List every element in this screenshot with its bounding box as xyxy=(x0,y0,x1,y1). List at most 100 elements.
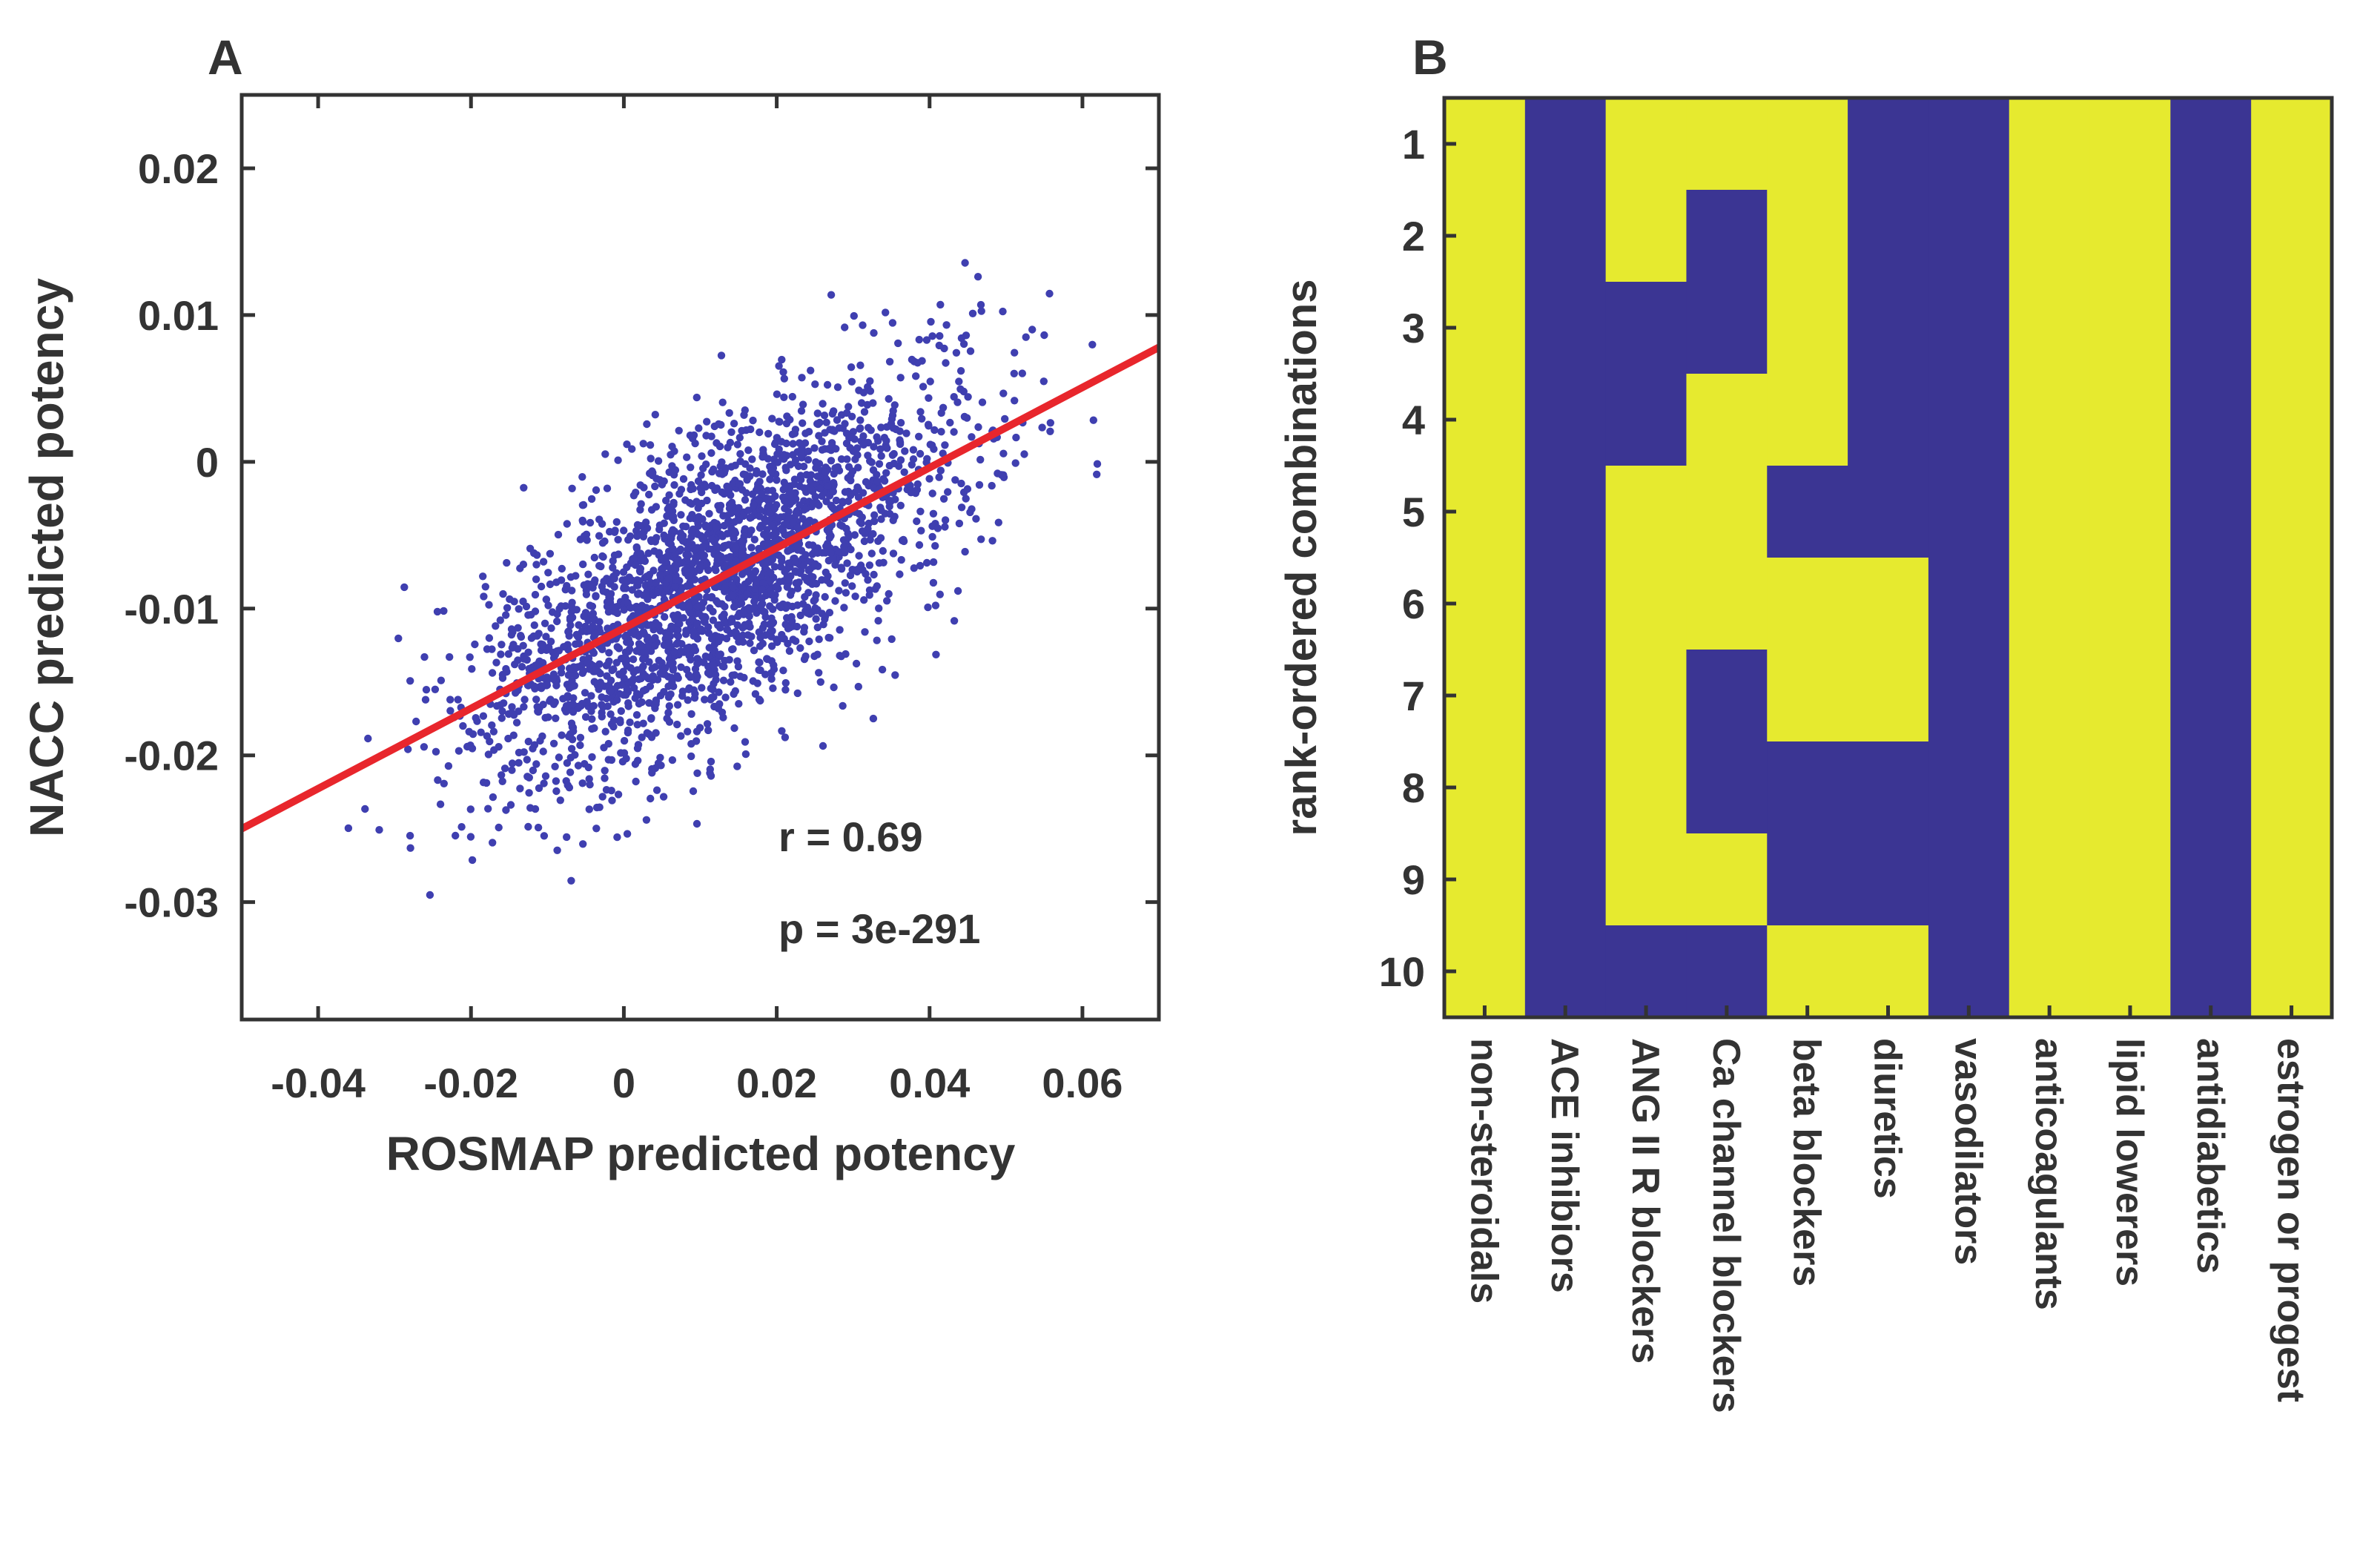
scatter-point xyxy=(586,781,594,789)
scatter-point xyxy=(797,407,806,415)
scatter-point xyxy=(766,577,775,585)
scatter-point xyxy=(955,377,963,386)
scatter-point xyxy=(715,420,723,429)
scatter-point xyxy=(539,701,547,709)
scatter-point xyxy=(922,336,931,344)
scatter-point xyxy=(555,604,563,613)
scatter-point xyxy=(626,532,635,541)
scatter-point xyxy=(715,506,724,514)
scatter-point xyxy=(750,598,758,606)
scatter-point xyxy=(619,568,628,576)
scatter-point xyxy=(572,630,581,639)
scatter-point xyxy=(696,484,704,492)
heatmap-cell xyxy=(2251,833,2333,926)
scatter-point xyxy=(682,523,690,531)
scatter-point xyxy=(520,748,528,756)
scatter-point xyxy=(899,537,908,546)
scatter-point xyxy=(601,450,609,458)
scatter-point xyxy=(665,702,673,710)
scatter-point xyxy=(686,514,694,523)
column-label: estrogen or progest xyxy=(2270,1038,2313,1402)
heatmap-cell xyxy=(2170,190,2252,283)
scatter-point xyxy=(630,684,638,692)
scatter-point xyxy=(520,483,528,492)
scatter-point xyxy=(930,426,939,435)
scatter-point xyxy=(913,480,922,489)
scatter-point xyxy=(769,684,777,693)
scatter-point xyxy=(552,578,561,587)
scatter-point xyxy=(1046,427,1054,435)
scatter-point xyxy=(592,666,601,674)
scatter-point xyxy=(831,597,839,605)
scatter-point xyxy=(524,737,532,746)
scatter-point xyxy=(612,658,621,667)
heatmap-cell xyxy=(1767,374,1848,466)
scatter-point xyxy=(941,441,949,449)
scatter-point xyxy=(885,502,893,511)
scatter-point xyxy=(725,409,733,417)
scatter-point xyxy=(534,660,542,668)
scatter-point xyxy=(498,674,507,682)
scatter-point xyxy=(875,604,883,612)
scatter-point xyxy=(772,529,780,538)
scatter-point xyxy=(490,746,498,754)
scatter-point xyxy=(974,423,982,432)
scatter-point xyxy=(961,259,969,267)
scatter-point xyxy=(710,465,718,474)
scatter-point xyxy=(841,579,850,587)
scatter-point xyxy=(671,583,680,591)
heatmap-cell xyxy=(1928,466,2010,558)
scatter-point xyxy=(913,359,922,367)
scatter-point xyxy=(847,476,855,485)
scatter-point xyxy=(837,652,845,661)
scatter-point xyxy=(841,323,849,331)
scatter-point xyxy=(784,624,793,632)
scatter-point xyxy=(848,467,857,475)
column-label: anticoagulants xyxy=(2027,1038,2070,1310)
scatter-point xyxy=(879,475,887,483)
scatter-point xyxy=(962,495,970,503)
scatter-point xyxy=(766,475,774,483)
scatter-point xyxy=(953,398,962,406)
scatter-point xyxy=(764,540,773,549)
scatter-point xyxy=(932,650,940,658)
heatmap-cell xyxy=(1767,98,1848,191)
scatter-point xyxy=(590,553,598,562)
scatter-point xyxy=(615,644,624,652)
scatter-point xyxy=(633,744,642,753)
scatter-point xyxy=(783,583,792,591)
scatter-point xyxy=(788,392,797,401)
scatter-point xyxy=(633,721,641,729)
heatmap-cell xyxy=(1686,741,1768,834)
scatter-point xyxy=(791,558,800,566)
scatter-point xyxy=(549,739,558,747)
scatter-point xyxy=(944,488,952,496)
scatter-point xyxy=(936,590,945,598)
scatter-point xyxy=(870,328,878,337)
scatter-point xyxy=(575,621,583,630)
scatter-point xyxy=(977,535,985,544)
heatmap-cell xyxy=(1848,190,1929,283)
scatter-point xyxy=(836,626,844,634)
heatmap-cell xyxy=(1686,466,1768,558)
scatter-point xyxy=(750,647,758,655)
scatter-point xyxy=(807,366,815,374)
scatter-point xyxy=(873,582,882,590)
scatter-point xyxy=(519,561,528,569)
scatter-point xyxy=(885,394,893,403)
scatter-point xyxy=(504,650,513,658)
scatter-point xyxy=(770,504,779,512)
column-label: antidiabetics xyxy=(2189,1038,2232,1274)
scatter-point xyxy=(549,675,557,683)
scatter-point xyxy=(775,362,783,370)
scatter-point xyxy=(941,523,949,531)
scatter-point xyxy=(496,616,504,624)
heatmap-cell xyxy=(2170,282,2252,374)
scatter-point xyxy=(623,662,631,670)
scatter-point xyxy=(629,492,638,500)
heatmap-cell xyxy=(1928,98,2010,191)
scatter-point xyxy=(651,704,659,713)
scatter-point xyxy=(811,380,819,389)
correlation-label: r = 0.69 xyxy=(779,813,923,860)
scatter-point xyxy=(628,445,636,453)
